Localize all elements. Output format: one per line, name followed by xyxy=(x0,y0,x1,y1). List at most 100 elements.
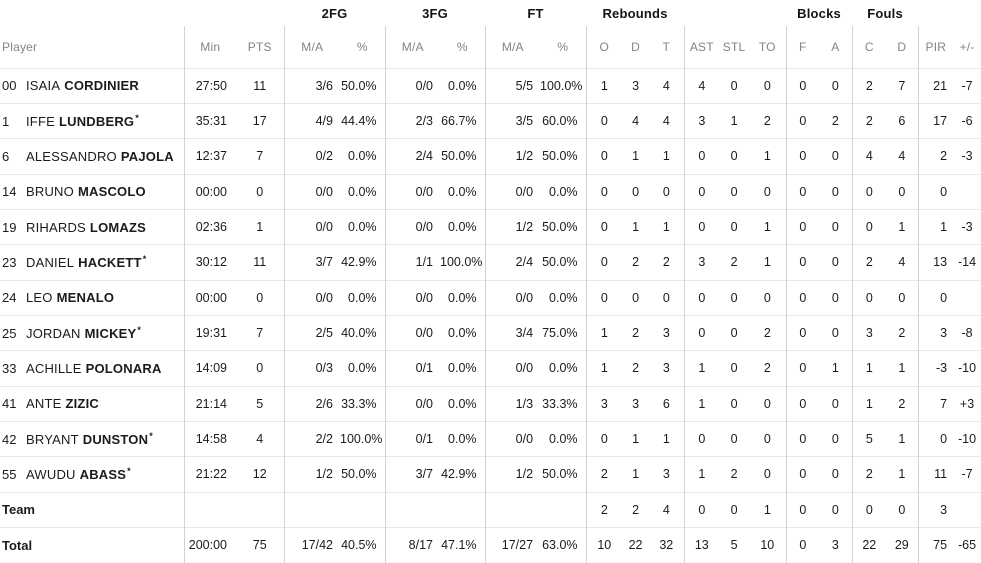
player-name-cell[interactable]: 41 ANTE ZIZIC xyxy=(0,386,184,421)
cell-fc: 4 xyxy=(851,138,887,175)
player-first-name: JORDAN xyxy=(26,326,81,342)
cell-fg3pct: 100.0% xyxy=(440,255,483,270)
cell-stl: 0 xyxy=(730,432,738,447)
cell-fg2ma: 1/2 xyxy=(283,456,340,493)
cell-bf: 0 xyxy=(785,527,820,563)
col-header-pir: PIR xyxy=(917,26,954,68)
player-name-cell[interactable]: 23 DANIEL HACKETT* xyxy=(0,245,184,280)
cell-ba: 0 xyxy=(831,432,839,447)
cell-stl: 0 xyxy=(730,361,738,376)
player-number: 25 xyxy=(2,326,17,342)
cell-t: 3 xyxy=(662,467,670,482)
cell-bf: 0 xyxy=(785,138,820,175)
cell-pir: 21 xyxy=(917,68,954,104)
player-last-name: ZIZIC xyxy=(65,396,99,412)
cell-to: 2 xyxy=(763,361,771,376)
cell-ftpct xyxy=(540,492,586,527)
cell-to: 0 xyxy=(763,396,771,411)
cell-fg2ma xyxy=(283,492,340,528)
cell-d: 1 xyxy=(632,149,640,164)
cell-ast: 0 xyxy=(683,492,720,528)
cell-ba: 0 xyxy=(831,149,839,164)
col-header-2fg-pct: % xyxy=(356,39,368,54)
cell-bf: 0 xyxy=(785,103,820,139)
player-name-cell[interactable]: 33 ACHILLE POLONARA xyxy=(0,351,184,386)
player-name-cell[interactable]: 00 ISAIA CORDINIER xyxy=(0,68,184,103)
cell-t: 1 xyxy=(662,220,670,235)
cell-fd: 29 xyxy=(894,538,909,553)
starter-asterisk: * xyxy=(149,431,153,442)
cell-ftpct: 0.0% xyxy=(549,361,578,376)
cell-ba: 0 xyxy=(831,290,839,305)
cell-fc: 2 xyxy=(851,456,887,493)
cell-d: 2 xyxy=(632,502,640,517)
col-header-pts: PTS xyxy=(247,39,272,54)
cell-fc: 1 xyxy=(851,350,887,387)
player-row: 55 AWUDU ABASS* 21:22 12 1/2 50.0% 3/7 42.9% 1/2 5… xyxy=(0,456,981,493)
col-header-2fg-ma: M/A xyxy=(283,26,340,68)
col-header-reb-t: T xyxy=(662,39,671,54)
group-header-spacer xyxy=(0,0,284,26)
cell-to: 1 xyxy=(763,220,771,235)
cell-d: 0 xyxy=(632,184,640,199)
player-name-cell[interactable]: 24 LEO MENALO xyxy=(0,280,184,315)
cell-fg3ma: 0/1 xyxy=(384,421,441,457)
cell-pts: 11 xyxy=(253,255,267,270)
cell-min: 19:31 xyxy=(183,315,236,351)
cell-stl: 0 xyxy=(730,149,738,164)
player-last-name: MENALO xyxy=(56,290,115,306)
cell-min xyxy=(183,492,236,528)
cell-min: 200:00 xyxy=(183,527,236,563)
cell-ftma: 2/4 xyxy=(484,244,541,281)
cell-fg2ma: 0/2 xyxy=(283,138,340,175)
cell-ftma: 17/27 xyxy=(484,527,541,563)
group-header-spacer xyxy=(684,0,786,26)
cell-fc: 0 xyxy=(851,174,887,210)
cell-pir: 0 xyxy=(917,174,954,210)
player-name-cell[interactable]: 19 RIHARDS LOMAZS xyxy=(0,209,184,244)
cell-stl: 0 xyxy=(730,326,738,341)
cell-fg2pct: 40.0% xyxy=(341,326,377,341)
cell-fg3ma: 2/3 xyxy=(384,103,441,139)
player-first-name: ACHILLE xyxy=(26,360,82,376)
player-row: 19 RIHARDS LOMAZS 02:36 1 0/0 0.0% 0/0 0.0% 1/2 50… xyxy=(0,209,981,245)
cell-fg2ma: 17/42 xyxy=(283,527,340,563)
cell-fg3pct: 0.0% xyxy=(448,78,477,93)
cell-ast: 3 xyxy=(683,244,720,281)
player-name-cell[interactable]: 42 BRYANT DUNSTON* xyxy=(0,421,184,456)
player-first-name: AWUDU xyxy=(26,467,76,483)
cell-pir: 0 xyxy=(917,280,954,316)
col-header-ast: AST xyxy=(683,26,720,68)
cell-pts: 0 xyxy=(256,290,264,305)
cell-fg2ma: 0/0 xyxy=(283,209,340,245)
cell-pts: 17 xyxy=(252,114,267,129)
cell-ftma: 0/0 xyxy=(484,350,541,387)
cell-pir: 75 xyxy=(917,527,954,563)
cell-fc: 2 xyxy=(851,68,887,104)
cell-pir: -3 xyxy=(917,350,954,387)
cell-ast: 0 xyxy=(683,174,720,210)
cell-ftpct: 0.0% xyxy=(549,432,578,447)
cell-fg3pct: 50.0% xyxy=(441,149,477,164)
player-name-cell[interactable]: 6 ALESSANDRO PAJOLA xyxy=(0,139,184,174)
player-row: 42 BRYANT DUNSTON* 14:58 4 2/2 100.0% 0/1 0.0% 0/… xyxy=(0,421,981,457)
player-name-cell[interactable]: 55 AWUDU ABASS* xyxy=(0,457,184,492)
cell-fg3pct: 0.0% xyxy=(448,432,477,447)
player-first-name: RIHARDS xyxy=(26,219,86,235)
cell-t: 2 xyxy=(662,255,670,270)
cell-fg2ma: 4/9 xyxy=(283,103,340,139)
cell-pm: -3 xyxy=(961,220,973,235)
cell-pir: 1 xyxy=(917,209,954,245)
player-name-cell[interactable]: 14 BRUNO MASCOLO xyxy=(0,174,184,209)
cell-fg2ma: 3/6 xyxy=(283,68,340,104)
cell-fg3pct: 66.7% xyxy=(441,114,477,129)
cell-pm xyxy=(953,492,981,527)
player-name-cell[interactable]: 1 IFFE LUNDBERG* xyxy=(0,103,184,138)
player-name-cell[interactable]: 25 JORDAN MICKEY* xyxy=(0,315,184,350)
cell-fg3ma: 8/17 xyxy=(384,527,441,563)
cell-pm xyxy=(953,174,981,209)
cell-fc: 22 xyxy=(851,527,887,563)
cell-ftpct: 0.0% xyxy=(549,290,578,305)
cell-to: 0 xyxy=(763,184,771,199)
